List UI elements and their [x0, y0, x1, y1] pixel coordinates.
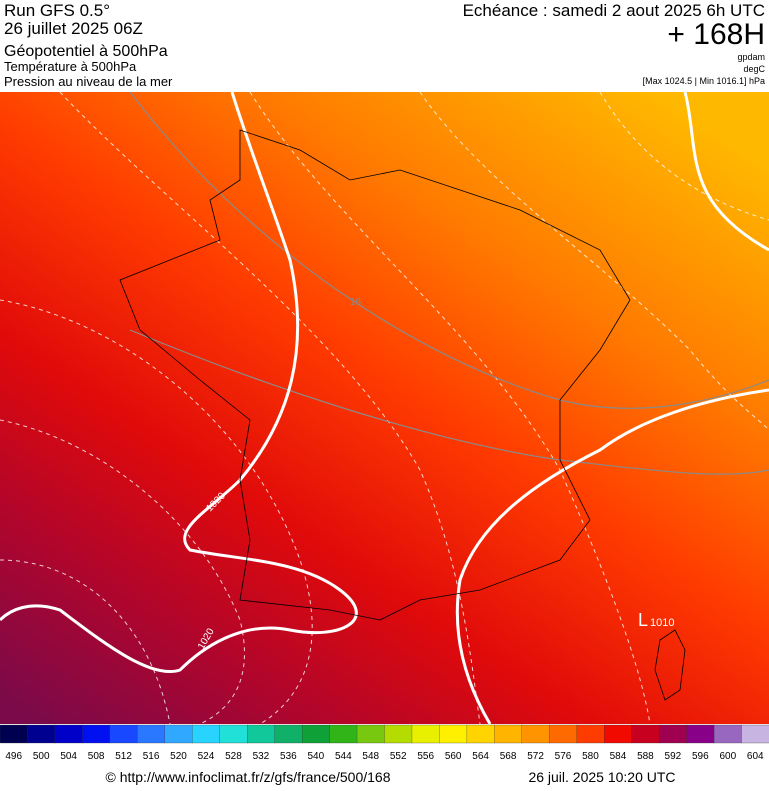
colorbar: 496 500 504 508 512 516 520 524 528 532 536 540 544 5…	[0, 724, 769, 762]
colorbar-label: 572	[527, 751, 544, 762]
colorbar-label: 588	[637, 751, 654, 762]
colorbar-cell	[713, 724, 743, 744]
map: 1020 1020 16 L 1010	[0, 91, 769, 725]
colorbar-label: 604	[747, 751, 764, 762]
field: Pression au niveau de la mer	[4, 74, 173, 89]
colorbar-label: 524	[198, 751, 215, 762]
colorbar-label: 512	[115, 751, 132, 762]
colorbar-label: 576	[555, 751, 572, 762]
colorbar-cell	[439, 724, 468, 744]
colorbar-label: 532	[253, 751, 270, 762]
isobars	[0, 91, 769, 725]
colorbar-cell	[137, 724, 166, 744]
colorbar-label: 552	[390, 751, 407, 762]
colorbar-cell	[356, 724, 386, 744]
colorbar-cell	[549, 724, 578, 744]
colorbar-cell	[192, 724, 221, 744]
colorbar-cell	[301, 724, 331, 744]
temperature-contour	[129, 91, 769, 475]
colorbar-cell	[82, 724, 111, 744]
run: Run GFS 0.5°	[4, 1, 110, 20]
colorbar-cell	[658, 724, 688, 744]
range: [Max 1024.5 | Min 1016.1] hPa	[643, 76, 765, 86]
colorbar-cell	[411, 724, 441, 744]
colorbar-label: 516	[143, 751, 160, 762]
colorbar-cell	[494, 724, 523, 744]
colorbar-label: 564	[472, 751, 489, 762]
colorbar-label: 548	[362, 751, 379, 762]
colorbar-label: 556	[417, 751, 434, 762]
run-date: 26 juillet 2025 06Z	[4, 19, 143, 38]
colorbar-cell	[576, 724, 605, 744]
colorbar-label: 580	[582, 751, 599, 762]
colorbar-label: 568	[500, 751, 517, 762]
colorbar-cell	[631, 724, 660, 744]
colorbar-cell	[329, 724, 358, 744]
colorbar-label: 496	[5, 751, 22, 762]
colorbar-label: 592	[665, 751, 682, 762]
colorbar-cell	[741, 724, 769, 744]
colorbar-label: 584	[610, 751, 627, 762]
lead-time: + 168H	[667, 18, 765, 51]
field: Géopotentiel à 500hPa	[4, 43, 168, 60]
unit: degC	[743, 64, 765, 74]
colorbar-cell	[274, 724, 303, 744]
colorbar-cell	[109, 724, 138, 744]
colorbar-label: 536	[280, 751, 297, 762]
colorbar-cell	[604, 724, 633, 744]
unit: gpdam	[737, 52, 765, 62]
colorbar-cell	[27, 724, 56, 744]
valid-time: Echéance : samedi 2 aout 2025 6h UTC	[463, 1, 765, 20]
colorbar-cell	[0, 724, 29, 744]
colorbar-label: 508	[88, 751, 105, 762]
france-outline	[119, 129, 631, 621]
isotherms	[0, 91, 769, 725]
field: Température à 500hPa	[4, 59, 137, 74]
source-url: © http://www.infoclimat.fr/z/gfs/france/…	[106, 769, 391, 785]
colorbar-label: 596	[692, 751, 709, 762]
colorbar-cell	[521, 724, 550, 744]
colorbar-label: 520	[170, 751, 187, 762]
contour-label: 16	[350, 297, 362, 308]
colorbar-label: 528	[225, 751, 242, 762]
colorbar-label: 600	[719, 751, 736, 762]
colorbar-label: 544	[335, 751, 352, 762]
corsica-outline	[654, 629, 686, 701]
low-value: 1010	[650, 617, 674, 629]
colorbar-cell	[466, 724, 496, 744]
colorbar-cell	[686, 724, 715, 744]
colorbar-cell	[384, 724, 413, 744]
colorbar-label: 540	[307, 751, 324, 762]
colorbar-cell	[164, 724, 193, 744]
colorbar-cell	[219, 724, 248, 744]
colorbar-cell	[54, 724, 84, 744]
timestamp: 26 juil. 2025 10:20 UTC	[528, 769, 675, 785]
colorbar-label: 500	[33, 751, 50, 762]
colorbar-label: 504	[60, 751, 77, 762]
low-marker: L	[638, 610, 648, 630]
colorbar-cell	[247, 724, 276, 744]
colorbar-label: 560	[445, 751, 462, 762]
